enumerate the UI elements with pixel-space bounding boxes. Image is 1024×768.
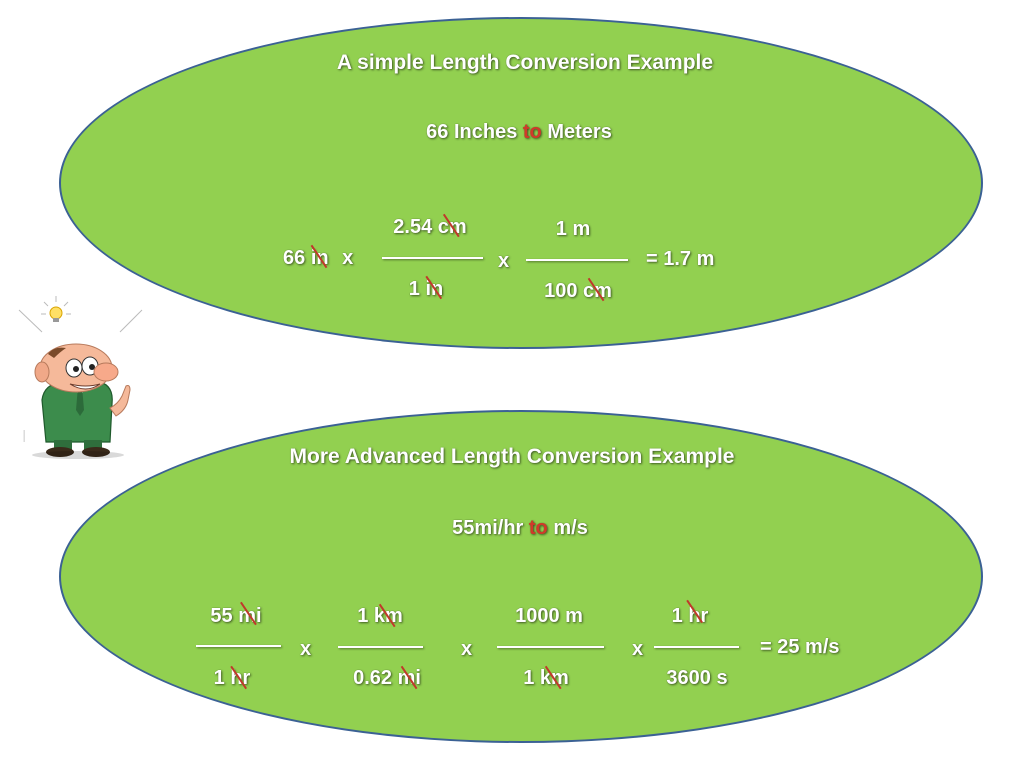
top-example-title: A simple Length Conversion Example [336,51,714,74]
top-times-2: x [498,250,510,272]
bottom-example-ellipse [59,410,983,743]
top-subtitle-to: to [522,121,542,143]
bottom-times-1: x [300,638,312,660]
bottom-f4-fraction-bar [654,646,739,648]
top-f2-numerator: 1 m [555,218,591,240]
top-start-value: 66 [283,247,306,269]
top-f2-fraction-bar [526,259,628,261]
bottom-subtitle-to: to [528,517,548,539]
bottom-f3-denominator: 1 km [523,665,569,690]
bottom-f2-denominator: 0.62 mi [353,665,421,690]
bottom-f4-denominator: 3600 s [666,667,728,689]
bottom-subtitle-target: m/s [553,517,588,539]
top-result: = 1.7 m [646,248,715,270]
svg-text:l: l [22,427,26,446]
top-example-subtitle: 66 Inches to Meters [426,122,612,142]
bottom-times-3: x [632,638,644,660]
top-f1-denominator: 1 in [409,275,443,300]
bottom-example-title: More Advanced Length Conversion Example [289,445,735,468]
top-example-ellipse [59,17,983,349]
bottom-f1-denominator: 1 hr [214,665,250,690]
top-f1-numerator: 2.54 cm [393,213,467,238]
bottom-f1-fraction-bar [196,645,281,647]
thinking-man-lightbulb-icon: l [18,296,143,459]
top-subtitle-target: Meters [547,121,612,143]
top-f2-denominator: 100 cm [544,277,612,302]
bottom-f2-fraction-bar [338,646,423,648]
top-f1-fraction-bar [382,257,483,259]
bottom-f4-numerator: 1 hr [672,599,708,626]
top-subtitle-from: 66 Inches [426,121,518,143]
bottom-times-2: x [461,638,473,660]
bottom-f2-numerator: 1 km [357,603,403,628]
bottom-result: = 25 m/s [760,636,840,658]
bottom-example-subtitle: 55mi/hr to m/s [452,518,588,538]
bottom-f3-fraction-bar [497,646,604,648]
top-times-1: x [342,247,354,269]
bottom-f3-numerator: 1000 m [515,605,583,627]
bottom-subtitle-from: 55mi/hr [452,517,524,539]
top-start-term: 66 in x [283,244,354,269]
bottom-f1-numerator: 55 mi [210,601,262,626]
